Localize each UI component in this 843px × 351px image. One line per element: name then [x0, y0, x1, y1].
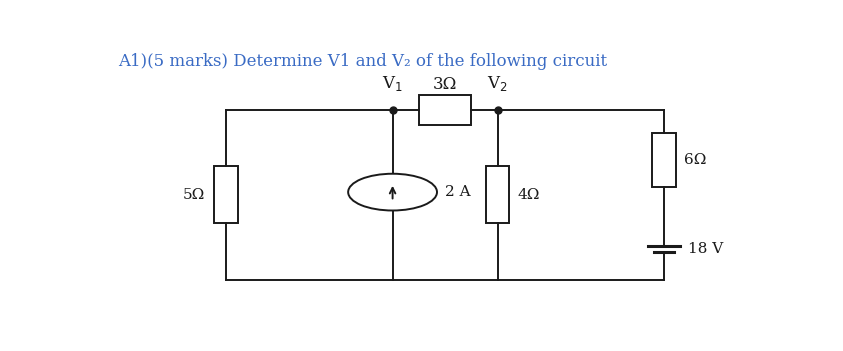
Text: 6Ω: 6Ω — [684, 153, 706, 167]
Bar — [214, 166, 238, 223]
Text: 4Ω: 4Ω — [518, 188, 540, 202]
Bar — [486, 166, 509, 223]
Text: V$_2$: V$_2$ — [487, 74, 508, 93]
Text: 3Ω: 3Ω — [433, 77, 457, 93]
Text: V$_1$: V$_1$ — [382, 74, 403, 93]
Text: A1)(5 marks) Determine V1 and V₂ of the following circuit: A1)(5 marks) Determine V1 and V₂ of the … — [118, 53, 608, 70]
Bar — [652, 133, 676, 187]
Text: 18 V: 18 V — [688, 242, 723, 256]
Text: 2 A: 2 A — [445, 185, 470, 199]
Text: 5Ω: 5Ω — [182, 188, 205, 202]
Circle shape — [348, 174, 437, 211]
Bar — [419, 95, 471, 125]
